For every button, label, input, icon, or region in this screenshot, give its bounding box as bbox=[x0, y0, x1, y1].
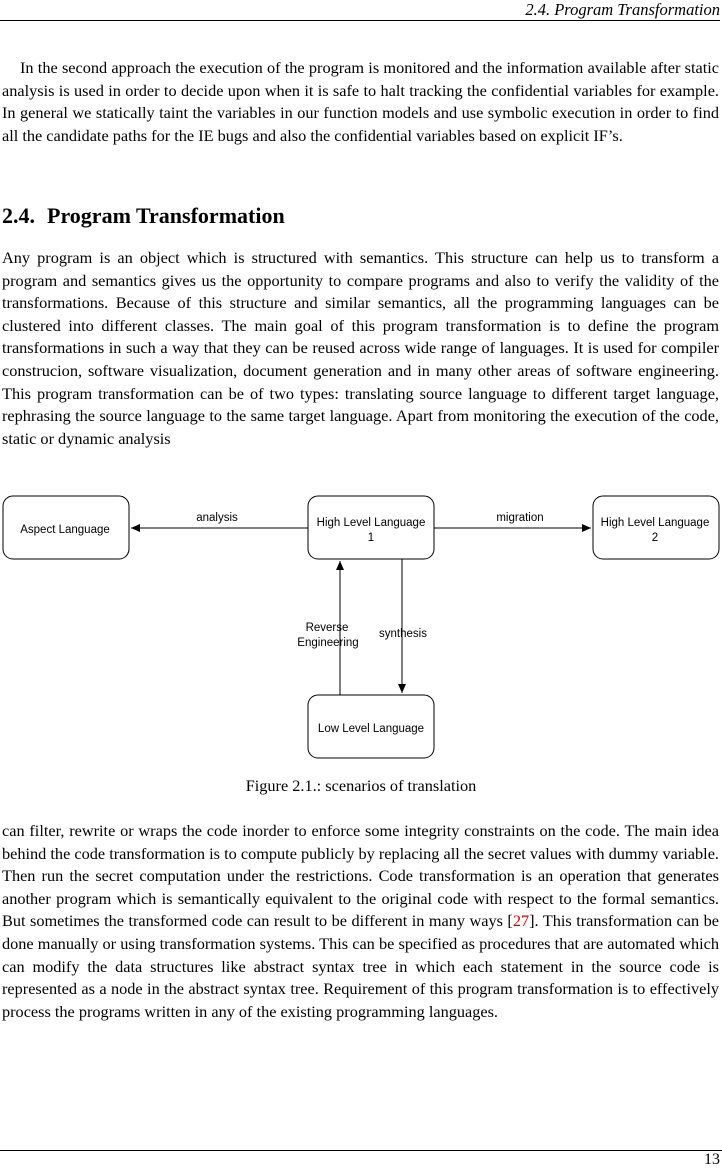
edge-migration: migration bbox=[434, 512, 591, 532]
edge-reverse-engineering: Reverse Engineering bbox=[297, 561, 359, 695]
paragraph-code-transformation: can filter, rewrite or wraps the code in… bbox=[2, 820, 719, 1023]
running-header: 2.4. Program Transformation bbox=[0, 0, 720, 21]
node-aspect-language-label: Aspect Language bbox=[20, 524, 110, 536]
edge-synthesis: synthesis bbox=[379, 559, 427, 693]
node-high-level-language-1-number: 1 bbox=[368, 532, 374, 544]
paragraph-program-transformation: Any program is an object which is struct… bbox=[2, 248, 719, 448]
node-high-level-language-2-label: High Level Language bbox=[601, 517, 710, 529]
node-high-level-language-2: High Level Language 2 bbox=[592, 495, 720, 560]
paragraph-code-transformation-part1: can filter, rewrite or wraps the code in… bbox=[2, 821, 719, 931]
edge-analysis-label: analysis bbox=[196, 512, 238, 524]
footer-rule bbox=[0, 1150, 722, 1151]
section-number: 2.4. bbox=[2, 203, 35, 228]
paragraph-intro: In the second approach the execution of … bbox=[2, 58, 719, 145]
node-low-level-language-label: Low Level Language bbox=[318, 723, 424, 735]
node-aspect-language: Aspect Language bbox=[2, 495, 130, 560]
node-high-level-language-1-label: High Level Language bbox=[317, 517, 426, 529]
edge-synthesis-label: synthesis bbox=[379, 628, 427, 640]
translation-scenarios-diagram: Aspect Language High Level Language 1 Hi… bbox=[2, 495, 720, 759]
edge-reverse-label-line1: Reverse bbox=[306, 622, 349, 634]
section-heading: 2.4. Program Transformation bbox=[2, 201, 285, 231]
citation-link[interactable]: 27 bbox=[512, 911, 530, 931]
node-high-level-language-2-number: 2 bbox=[652, 532, 658, 544]
figure-caption: Figure 2.1.: scenarios of translation bbox=[245, 776, 477, 795]
edge-reverse-label-line2: Engineering bbox=[297, 637, 358, 649]
edge-analysis: analysis bbox=[131, 512, 308, 532]
section-title: Program Transformation bbox=[47, 203, 285, 228]
paragraph-code-transformation-part2: ]. This transformation can be done manua… bbox=[2, 911, 719, 1021]
page-number: 13 bbox=[704, 1151, 720, 1168]
edge-migration-label: migration bbox=[496, 512, 543, 524]
node-low-level-language: Low Level Language bbox=[307, 694, 435, 759]
node-high-level-language-1: High Level Language 1 bbox=[307, 495, 435, 560]
